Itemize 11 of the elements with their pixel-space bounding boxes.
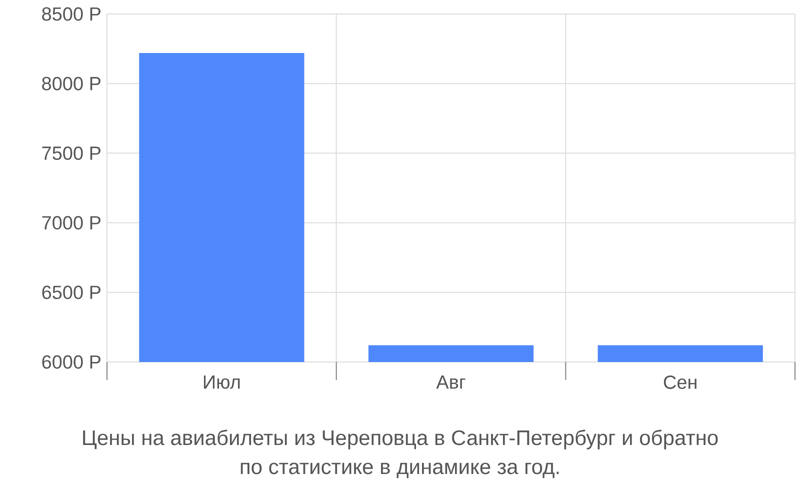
y-tick-label: 7000 Р <box>42 216 100 230</box>
y-tick-label: 7500 Р <box>42 146 100 160</box>
y-tick-label: 8500 Р <box>42 7 100 21</box>
x-tick-label: Сен <box>664 376 696 389</box>
text: Цены на авиабилеты из Череповца в Санкт-Петербург и обратно <box>83 430 718 450</box>
y-tick-label: 6000 Р <box>42 355 100 369</box>
x-tick-label: Июл <box>204 376 240 389</box>
text: по статистике в динамике за год. <box>240 462 559 478</box>
x-tick-label: Авг <box>436 376 466 389</box>
y-tick-label: 6500 Р <box>42 286 100 300</box>
y-tick-label: 8000 Р <box>42 76 100 90</box>
